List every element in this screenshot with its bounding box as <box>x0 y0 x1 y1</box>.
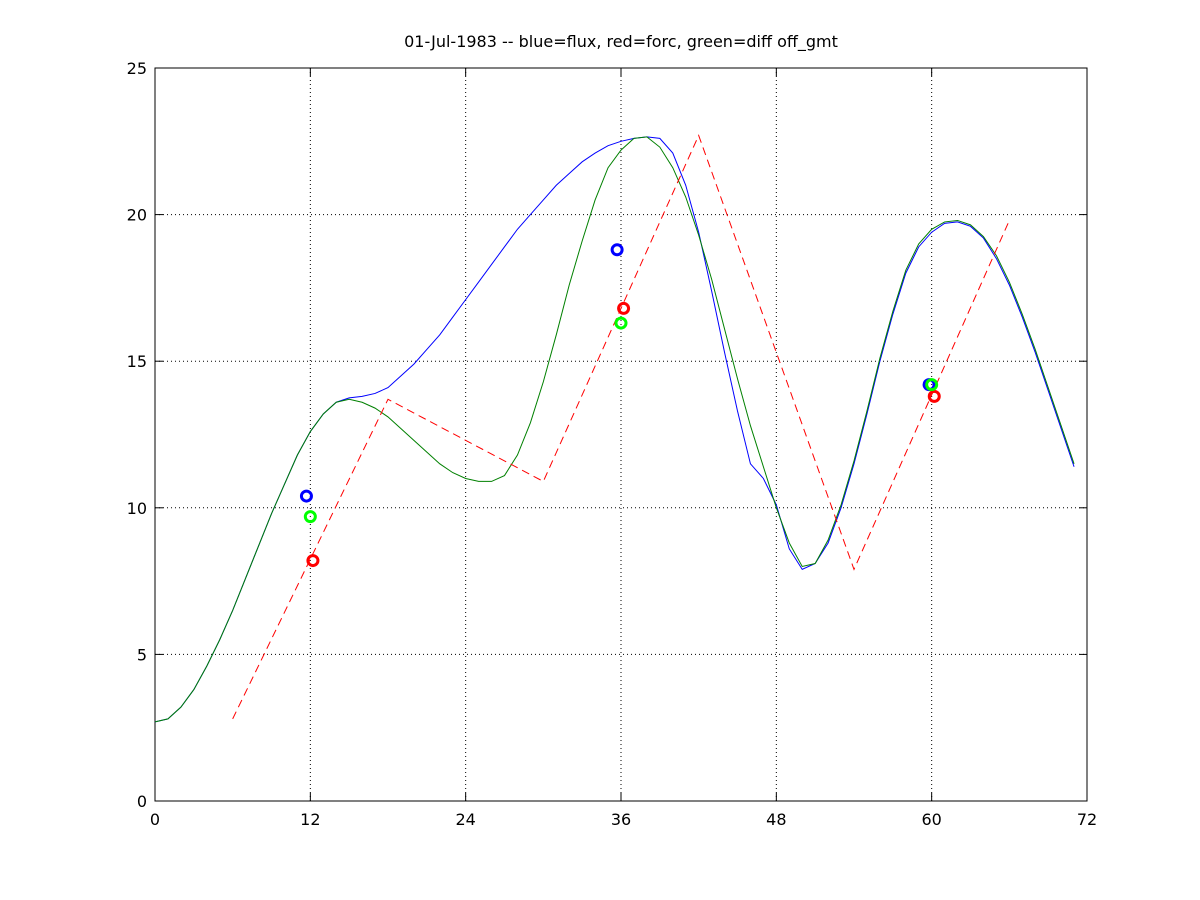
x-tick-label: 48 <box>766 810 786 829</box>
series-line <box>154 136 1075 723</box>
y-tick-label: 10 <box>127 499 147 518</box>
x-tick-label: 72 <box>1077 810 1097 829</box>
y-tick-label: 20 <box>127 206 147 225</box>
chart-title: 01-Jul-1983 -- blue=flux, red=forc, gree… <box>404 32 838 52</box>
x-tick-label: 0 <box>150 810 160 829</box>
marker <box>610 243 624 257</box>
y-tick-label: 0 <box>137 792 147 811</box>
y-tick-label: 5 <box>137 645 147 664</box>
marker <box>306 554 320 568</box>
x-tick-label: 36 <box>611 810 631 829</box>
marker <box>299 489 313 503</box>
marker <box>925 378 939 392</box>
plot-frame <box>154 67 1088 802</box>
x-tick-label: 60 <box>921 810 941 829</box>
marker <box>927 389 941 403</box>
y-tick-label: 25 <box>127 59 147 78</box>
x-tick-label: 12 <box>300 810 320 829</box>
marker <box>617 301 631 315</box>
x-tick-label: 24 <box>455 810 475 829</box>
marker <box>303 510 317 524</box>
marker <box>614 316 628 330</box>
series-line <box>232 134 1010 720</box>
y-tick-label: 15 <box>127 352 147 371</box>
